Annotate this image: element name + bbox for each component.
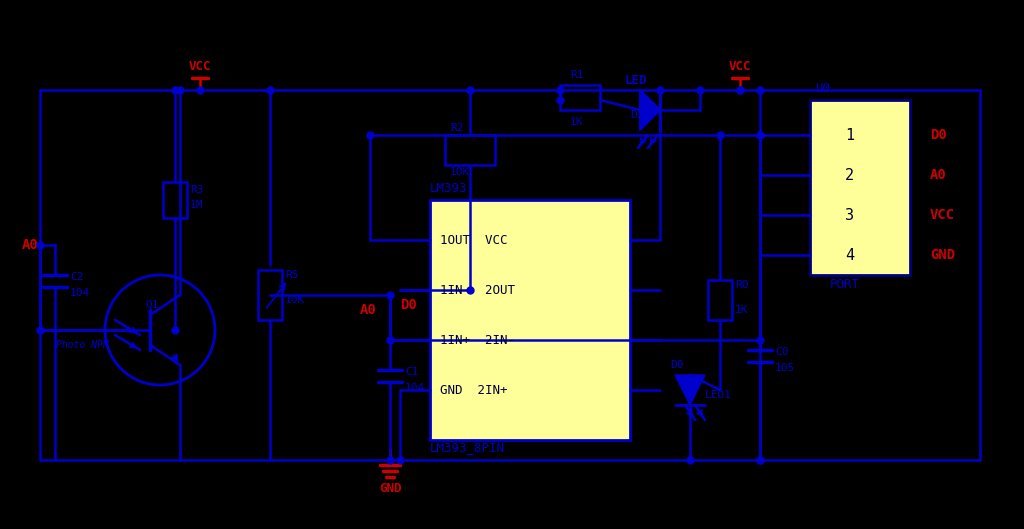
Text: 104: 104 [406, 383, 425, 393]
Text: Photo NPN: Photo NPN [55, 340, 109, 350]
Text: 1IN+  2IN-: 1IN+ 2IN- [440, 333, 515, 346]
Text: R2: R2 [450, 123, 464, 133]
Text: LM393_8PIN: LM393_8PIN [430, 442, 505, 454]
Text: D1: D1 [630, 110, 643, 120]
Text: 10K: 10K [285, 295, 305, 305]
Text: GND: GND [930, 248, 955, 262]
Text: 1: 1 [845, 127, 854, 142]
Text: RS: RS [285, 270, 299, 280]
Text: VCC: VCC [188, 59, 211, 72]
Bar [445, 135, 495, 165]
Text: VCC: VCC [930, 208, 955, 222]
Text: R0: R0 [735, 280, 749, 290]
Polygon shape [640, 90, 660, 130]
Text: LED1: LED1 [705, 390, 732, 400]
Text: R3: R3 [190, 185, 204, 195]
Text: C1: C1 [406, 367, 419, 377]
Text: R1: R1 [570, 70, 584, 80]
Text: 2: 2 [845, 168, 854, 183]
Polygon shape [675, 375, 705, 405]
Text: 4: 4 [845, 248, 854, 262]
Text: PORT: PORT [830, 278, 860, 291]
Text: GND  2IN+: GND 2IN+ [440, 384, 508, 397]
Text: VCC: VCC [729, 59, 752, 72]
Text: 1IN-  2OUT: 1IN- 2OUT [440, 284, 515, 296]
Bar [163, 182, 187, 218]
Bar [258, 270, 282, 320]
Bar [708, 280, 732, 320]
Text: Q1: Q1 [145, 300, 159, 310]
Text: LED: LED [625, 74, 647, 87]
Text: 1OUT  VCC: 1OUT VCC [440, 233, 508, 247]
Text: C2: C2 [70, 272, 84, 282]
Text: 3: 3 [845, 207, 854, 223]
Text: D0: D0 [930, 128, 947, 142]
Text: D0: D0 [670, 360, 683, 370]
Text: A0: A0 [360, 303, 377, 317]
Text: GND: GND [379, 481, 401, 495]
Text: C0: C0 [775, 347, 788, 357]
Text: A0: A0 [930, 168, 947, 182]
Text: 1M: 1M [190, 200, 204, 210]
Text: D0: D0 [400, 298, 417, 312]
Text: 10K: 10K [450, 167, 470, 177]
Text: 104: 104 [70, 288, 90, 298]
Text: 1K: 1K [735, 305, 749, 315]
Text: 1K: 1K [570, 117, 584, 127]
Text: LM393: LM393 [430, 181, 468, 195]
Text: U0: U0 [815, 81, 830, 95]
Text: A0: A0 [22, 238, 39, 252]
FancyBboxPatch shape [810, 100, 910, 275]
Text: 105: 105 [775, 363, 796, 373]
Bar [560, 85, 600, 110]
FancyBboxPatch shape [430, 200, 630, 440]
